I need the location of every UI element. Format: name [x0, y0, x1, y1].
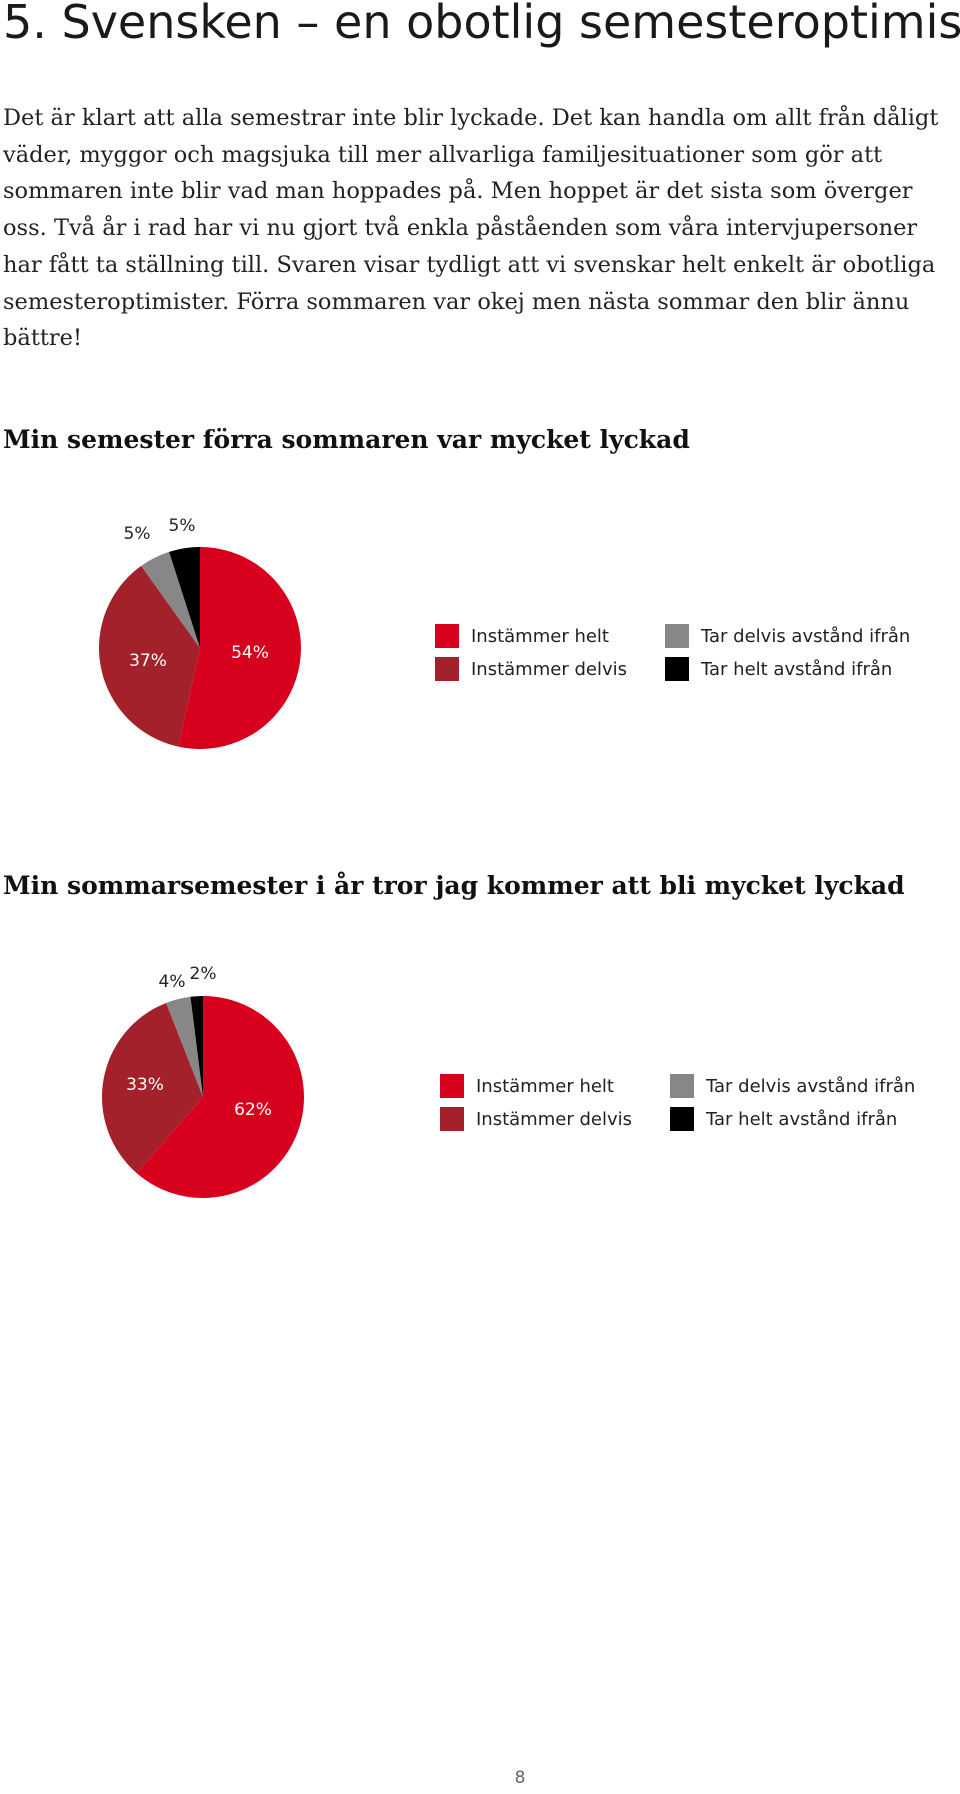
intro-paragraph: Det är klart att alla semestrar inte bli… [3, 105, 939, 352]
slice-label-tar-delvis-avstand: 5% [124, 524, 151, 544]
pie-chart-last-summer: 54% 37% 5% 5% [98, 516, 301, 749]
legend-swatch-tar-helt-avstand [670, 1107, 694, 1131]
legend-swatch-instammer-helt [440, 1074, 464, 1098]
chart-2-title: Min sommarsemester i år tror jag kommer … [3, 871, 905, 900]
legend-label: Tar helt avstånd ifrån [701, 658, 893, 680]
legend-label: Instämmer delvis [476, 1108, 632, 1130]
legend-swatch-instammer-helt [435, 624, 459, 648]
legend-item-tar-helt-avstand: Tar helt avstånd ifrån [665, 656, 892, 682]
chart-1-title: Min semester förra sommaren var mycket l… [3, 425, 690, 454]
legend-label: Tar helt avstånd ifrån [706, 1108, 898, 1130]
slice-label-tar-helt-avstand: 5% [169, 516, 196, 536]
page-heading: 5. Svensken – en obotlig semesteroptimis… [3, 0, 960, 49]
legend-swatch-instammer-delvis [440, 1107, 464, 1131]
legend-item-instammer-delvis: Instämmer delvis [440, 1106, 632, 1132]
legend-label: Instämmer helt [471, 625, 609, 647]
legend-label: Tar delvis avstånd ifrån [701, 625, 911, 647]
legend-label: Tar delvis avstånd ifrån [706, 1075, 916, 1097]
pie-slice-tar-helt-avstand [169, 547, 200, 648]
legend-item-tar-helt-avstand: Tar helt avstånd ifrån [670, 1106, 897, 1132]
legend-swatch-tar-delvis-avstand [665, 624, 689, 648]
legend-label: Instämmer helt [476, 1075, 614, 1097]
legend-item-instammer-helt: Instämmer helt [440, 1073, 614, 1099]
pie-slice-instammer-helt [178, 547, 301, 749]
pie-slice-instammer-delvis [98, 565, 200, 747]
legend-item-instammer-helt: Instämmer helt [435, 623, 609, 649]
pie-slice-instammer-helt [136, 996, 304, 1198]
slice-label-instammer-helt: 54% [231, 643, 269, 663]
legend-swatch-tar-delvis-avstand [670, 1074, 694, 1098]
legend-item-instammer-delvis: Instämmer delvis [435, 656, 627, 682]
legend-label: Instämmer delvis [471, 658, 627, 680]
pie-slice-tar-delvis-avstand [166, 996, 203, 1097]
pie-chart-this-summer: 62% 33% 4% 2% [101, 964, 304, 1198]
page-number: 8 [514, 1768, 526, 1788]
legend-item-tar-delvis-avstand: Tar delvis avstånd ifrån [665, 623, 910, 649]
pie-slice-instammer-delvis [101, 1002, 203, 1174]
slice-label-tar-helt-avstand: 2% [190, 964, 217, 984]
chart-2-legend: Instämmer helt Instämmer delvis Tar delv… [440, 1070, 960, 1140]
slice-label-instammer-delvis: 33% [126, 1075, 164, 1095]
pie-slice-tar-helt-avstand [190, 996, 203, 1097]
slice-label-instammer-helt: 62% [234, 1100, 272, 1120]
pie-slice-tar-delvis-avstand [141, 551, 200, 648]
legend-item-tar-delvis-avstand: Tar delvis avstånd ifrån [670, 1073, 915, 1099]
slice-label-tar-delvis-avstand: 4% [159, 972, 186, 992]
legend-swatch-instammer-delvis [435, 657, 459, 681]
chart-1-legend: Instämmer helt Instämmer delvis Tar delv… [435, 620, 955, 690]
legend-swatch-tar-helt-avstand [665, 657, 689, 681]
slice-label-instammer-delvis: 37% [129, 651, 167, 671]
